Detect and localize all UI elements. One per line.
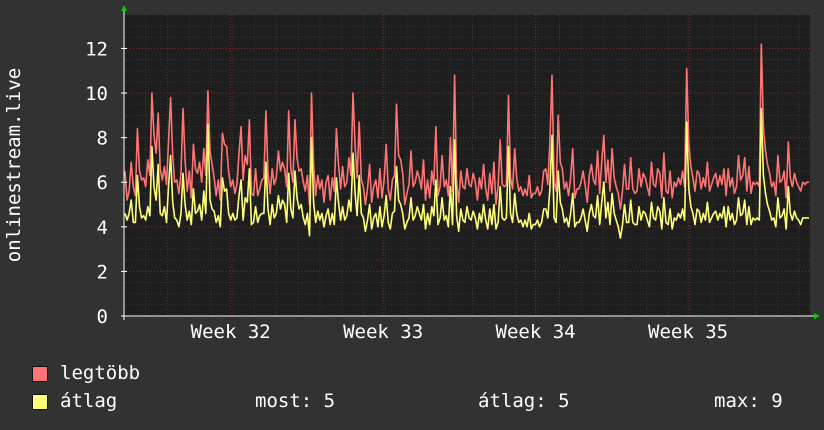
- legend-swatch-avg: [32, 394, 48, 410]
- legend-label-max: legtöbb: [60, 362, 141, 384]
- y-tick-label: 10: [85, 83, 108, 105]
- legend-swatch-max: [32, 366, 48, 382]
- y-tick-label: 12: [85, 38, 108, 60]
- stat-now: most: 5: [255, 390, 336, 412]
- y-tick-label: 4: [97, 217, 108, 239]
- x-axis-arrow: [814, 313, 820, 319]
- y-tick-label: 2: [97, 261, 108, 283]
- stat-max: max: 9: [714, 390, 783, 412]
- stat-avg: átlag: 5: [478, 390, 570, 412]
- y-tick-labels: 0 2 4 6 8 10 12: [85, 38, 108, 328]
- x-tick-label: Week 34: [496, 321, 576, 343]
- y-axis-label: onlinestream.live: [3, 68, 25, 262]
- y-tick-label: 6: [97, 172, 108, 194]
- series-line-atlag: [124, 107, 809, 239]
- y-tick-label: 0: [97, 306, 108, 328]
- grid: [123, 15, 810, 316]
- legend-label-avg: átlag: [60, 390, 118, 412]
- axes: [121, 5, 820, 320]
- y-axis-arrow: [121, 5, 127, 11]
- x-tick-label: Week 32: [191, 321, 271, 343]
- x-tick-label: Week 33: [343, 321, 423, 343]
- x-tick-labels: Week 32 Week 33 Week 34 Week 35: [191, 321, 728, 343]
- y-tick-label: 8: [97, 128, 108, 150]
- x-tick-label: Week 35: [648, 321, 728, 343]
- series-lines: [124, 43, 809, 239]
- series-line-legtobb: [124, 43, 809, 210]
